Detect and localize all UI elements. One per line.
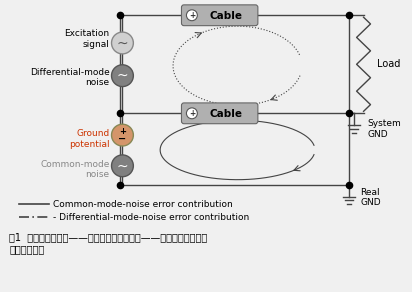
Circle shape (187, 108, 197, 119)
Text: Common-mode-noise error contribution: Common-mode-noise error contribution (53, 200, 233, 209)
Circle shape (112, 65, 133, 86)
Text: 图1  两类主要噪声源——共模噪声和差模噪声——最终取决于其耦合
进信号的方式: 图1 两类主要噪声源——共模噪声和差模噪声——最终取决于其耦合 进信号的方式 (9, 232, 208, 254)
Text: Excitation
signal: Excitation signal (64, 29, 110, 48)
Text: Real
GND: Real GND (360, 187, 381, 207)
Circle shape (112, 32, 133, 54)
Text: +: + (189, 11, 195, 20)
Text: Load: Load (377, 59, 401, 69)
Text: Common-mode
noise: Common-mode noise (40, 160, 110, 179)
Text: +: + (189, 109, 195, 118)
Circle shape (112, 155, 133, 177)
Text: −: − (118, 134, 126, 144)
Text: Cable: Cable (209, 11, 242, 21)
Text: Cable: Cable (209, 109, 242, 119)
Text: Differential-mode
noise: Differential-mode noise (30, 68, 110, 87)
FancyBboxPatch shape (181, 5, 258, 26)
Text: Ground
potential: Ground potential (69, 129, 110, 149)
Text: System
GND: System GND (368, 119, 401, 139)
FancyBboxPatch shape (181, 103, 258, 124)
Text: ~: ~ (117, 159, 128, 173)
Circle shape (187, 10, 197, 21)
Text: +: + (119, 127, 126, 136)
Text: - Differential-mode-noise error contribution: - Differential-mode-noise error contribu… (53, 213, 249, 222)
Text: ~: ~ (117, 69, 128, 83)
Circle shape (112, 124, 133, 146)
Text: ~: ~ (117, 36, 128, 51)
